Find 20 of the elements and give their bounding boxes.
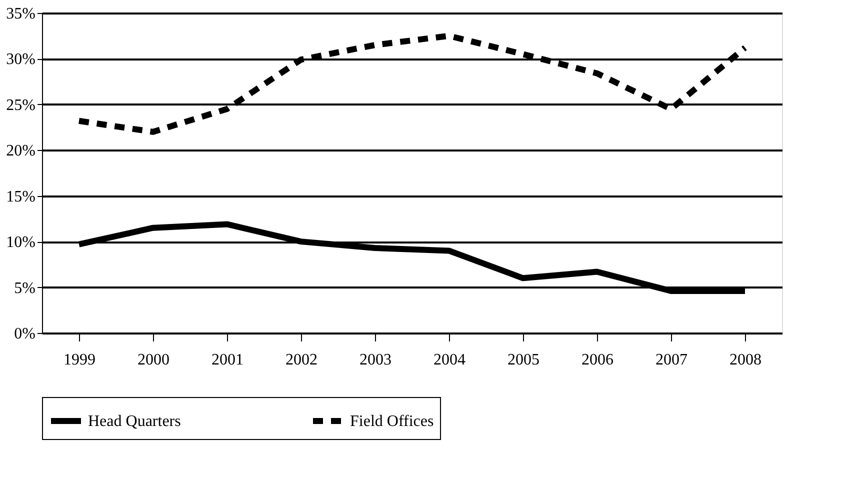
y-tick-label: 0%: [14, 326, 36, 342]
x-tick-label: 2000: [138, 352, 170, 368]
y-tick-label: 10%: [6, 234, 36, 252]
x-tick-label: 2003: [360, 352, 392, 368]
legend-label: Head Quarters: [88, 413, 181, 430]
x-tick-label: 2008: [730, 352, 762, 368]
x-tick-label: 2002: [286, 352, 318, 368]
y-tick-label: 15%: [6, 188, 36, 206]
x-tick-label: 1999: [64, 352, 96, 368]
y-tick-label: 20%: [6, 142, 36, 160]
legend-label: Field Offices: [350, 413, 434, 430]
x-tick-label: 2007: [656, 352, 688, 368]
y-tick-label: 5%: [14, 280, 36, 297]
y-tick-label: 35%: [6, 6, 36, 22]
x-tick-label: 2004: [434, 352, 466, 368]
y-tick-label: 30%: [6, 51, 36, 68]
y-tick-label: 25%: [6, 96, 36, 114]
x-tick-label: 2005: [508, 352, 540, 368]
x-tick-label: 2006: [582, 352, 614, 368]
x-tick-label: 2001: [212, 352, 244, 368]
